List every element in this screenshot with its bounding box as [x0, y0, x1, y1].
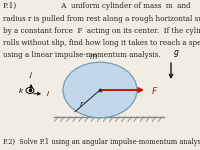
Text: $i$: $i$ — [46, 89, 50, 98]
Text: $k$: $k$ — [18, 86, 24, 95]
Text: P.1)                    A  uniform cylinder of mass  m  and: P.1) A uniform cylinder of mass m and — [3, 2, 191, 10]
Text: using a linear impulse-momentum analysis.: using a linear impulse-momentum analysis… — [3, 51, 160, 59]
Text: radius r is pulled from rest along a rough horizontal surface: radius r is pulled from rest along a rou… — [3, 15, 200, 22]
Text: by a constant force  F  acting on its center.  If the cylinder: by a constant force F acting on its cent… — [3, 27, 200, 35]
Text: $F$: $F$ — [151, 84, 158, 96]
Text: $j$: $j$ — [29, 70, 33, 80]
Text: rolls without slip, find how long it takes to reach a speed v: rolls without slip, find how long it tak… — [3, 39, 200, 47]
Text: $r$: $r$ — [79, 99, 84, 109]
Text: P.2)  Solve P.1 using an angular impulse-momentum analysis.: P.2) Solve P.1 using an angular impulse-… — [3, 138, 200, 146]
Text: $g$: $g$ — [173, 48, 180, 59]
Text: $m$: $m$ — [89, 52, 97, 61]
Circle shape — [63, 62, 137, 118]
